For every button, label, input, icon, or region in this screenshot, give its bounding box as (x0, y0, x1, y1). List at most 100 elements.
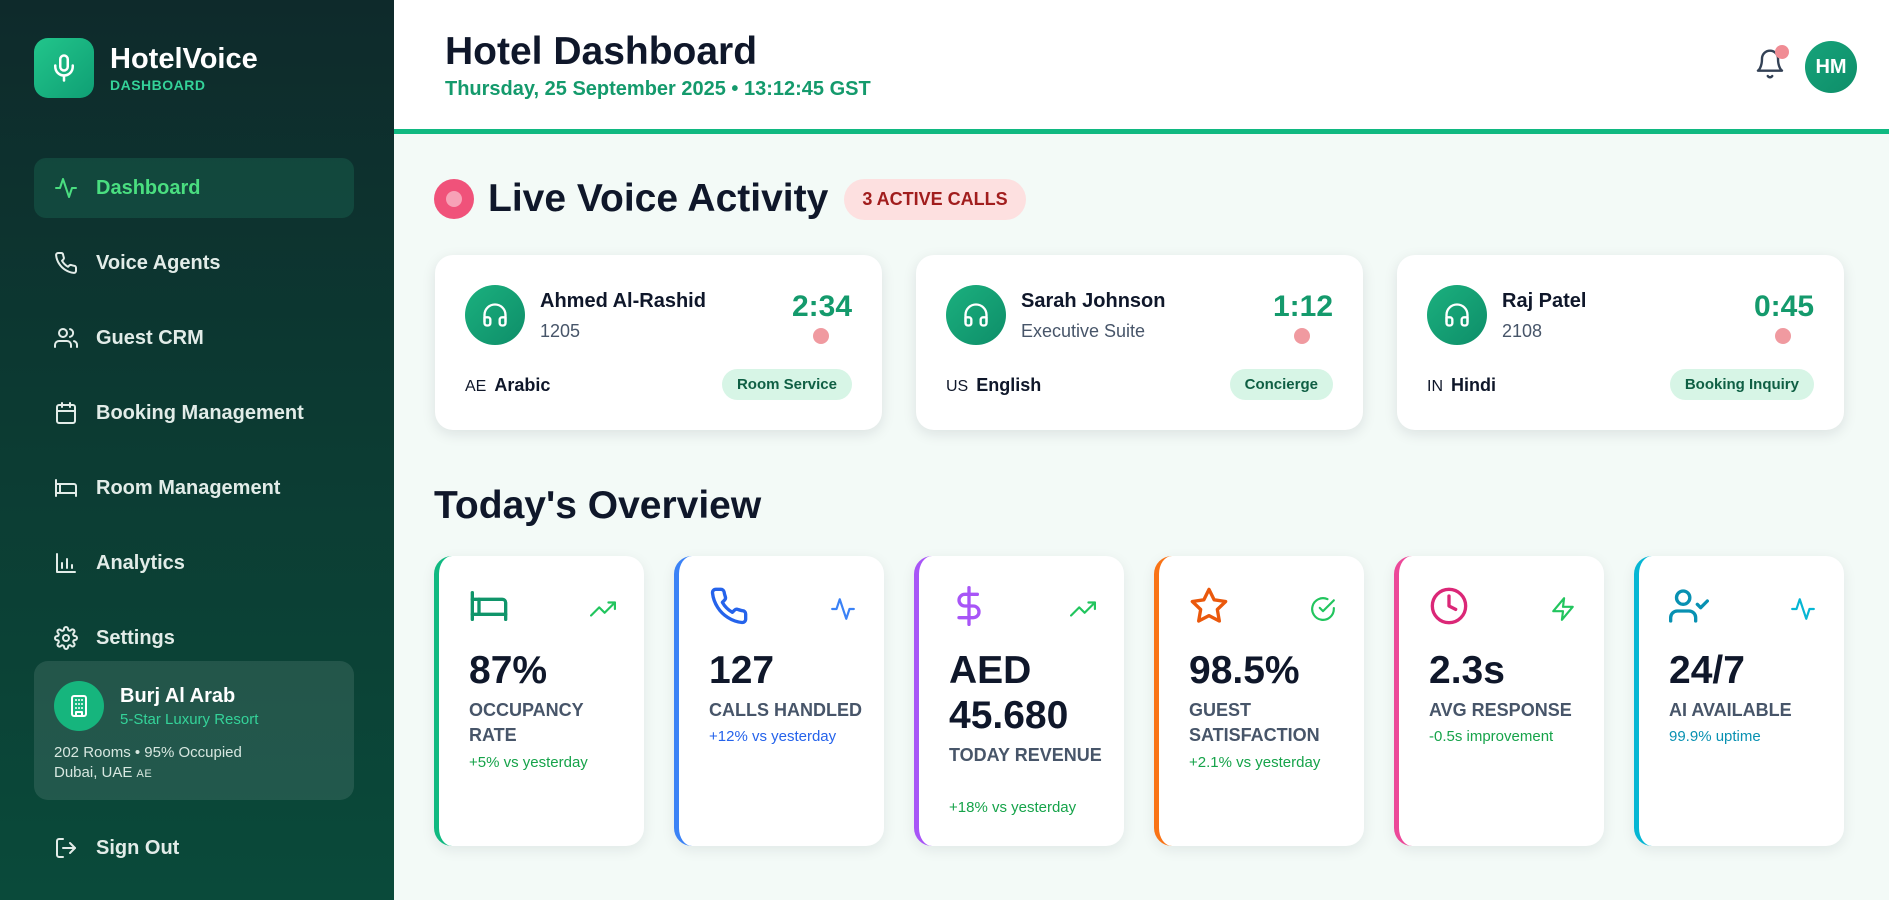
stat-value: 2.3s (1429, 649, 1505, 692)
live-indicator (434, 179, 474, 219)
headphones-icon (1427, 285, 1487, 345)
trending-up-icon (590, 601, 616, 617)
call-language: US English (946, 375, 1041, 396)
hotel-class: 5-Star Luxury Resort (120, 710, 259, 728)
live-activity-header: Live Voice Activity 3 ACTIVE CALLS (434, 177, 1026, 221)
caller-room: 1205 (540, 321, 581, 341)
caller-name: Ahmed Al-Rashid (540, 290, 706, 312)
sidebar-item-dashboard[interactable]: Dashboard (34, 158, 354, 218)
stat-value: 98.5% (1189, 649, 1300, 692)
sidebar-item-voice-agents[interactable]: Voice Agents (34, 233, 354, 293)
language-label: English (976, 375, 1042, 395)
stat-label: TODAY REVENUE (949, 745, 1102, 765)
hotel-location: Dubai, UAE (54, 764, 133, 781)
stat-change: +18% vs yesterday (949, 799, 1077, 816)
stat-value: 24/7 (1669, 649, 1745, 692)
app-subtitle: DASHBOARD (110, 77, 206, 93)
bed-icon (470, 591, 508, 621)
call-category-tag: Room Service (721, 369, 852, 400)
phone-icon (55, 251, 78, 274)
dollar-icon (957, 586, 981, 626)
users-icon (54, 328, 78, 348)
activity-icon (55, 178, 77, 198)
headphones-icon (465, 285, 525, 345)
app-name: HotelVoice (110, 43, 258, 75)
phone-icon (710, 587, 748, 625)
stat-label: CALLS HANDLED (709, 700, 862, 720)
zap-icon (1552, 597, 1574, 621)
sidebar-item-booking-management[interactable]: Booking Management (34, 383, 354, 443)
stat-card-response[interactable]: 2.3s AVG RESPONSE -0.5s improvement (1394, 556, 1604, 846)
bed-icon (55, 479, 77, 497)
call-card[interactable]: Sarah Johnson Executive Suite 1:12 US En… (916, 255, 1363, 430)
caller-room: 2108 (1502, 321, 1543, 341)
recording-dot (1775, 328, 1791, 344)
sign-out-button[interactable]: Sign Out (54, 836, 179, 860)
call-card[interactable]: Raj Patel 2108 0:45 IN Hindi Booking Inq… (1397, 255, 1844, 430)
check-circle-icon (1311, 597, 1335, 621)
stat-label: OCCUPANCY RATE (469, 700, 584, 745)
activity-icon (1791, 598, 1815, 620)
language-label: Arabic (494, 375, 551, 395)
sidebar-item-analytics[interactable]: Analytics (34, 533, 354, 593)
sidebar-item-label: Room Management (96, 476, 281, 499)
stat-card-calls[interactable]: 127 CALLS HANDLED +12% vs yesterday (674, 556, 884, 846)
stat-value: AED 45.680 (949, 649, 1069, 737)
stat-card-satisfaction[interactable]: 98.5% GUEST SATISFACTION +2.1% vs yester… (1154, 556, 1364, 846)
call-category-tag: Booking Inquiry (1669, 369, 1814, 400)
sidebar-item-label: Guest CRM (96, 326, 204, 349)
sidebar-nav: Dashboard Voice Agents Guest CRM Booking… (34, 158, 354, 683)
sidebar-item-guest-crm[interactable]: Guest CRM (34, 308, 354, 368)
recording-dot (813, 328, 829, 344)
sidebar-item-label: Voice Agents (96, 251, 221, 274)
stat-change: +5% vs yesterday (469, 754, 588, 771)
sidebar-item-label: Settings (96, 626, 175, 649)
call-category-tag: Concierge (1229, 369, 1333, 400)
section-title: Today's Overview (434, 484, 762, 527)
log-out-icon (56, 838, 76, 858)
recording-dot (1294, 328, 1310, 344)
call-card[interactable]: Ahmed Al-Rashid 1205 2:34 AE Arabic Room… (435, 255, 882, 430)
call-duration: 2:34 (791, 290, 852, 323)
stat-change: +2.1% vs yesterday (1189, 754, 1321, 771)
stat-value: 87% (469, 649, 548, 692)
bar-chart-icon (56, 553, 76, 573)
language-label: Hindi (1451, 375, 1496, 395)
call-language: AE Arabic (465, 375, 550, 396)
bell-icon[interactable] (1754, 48, 1786, 80)
page-header: Hotel Dashboard Thursday, 25 September 2… (394, 0, 1889, 134)
country-code: US (946, 378, 969, 395)
avatar[interactable]: HM (1805, 41, 1857, 93)
user-check-icon (1669, 589, 1709, 623)
section-title: Live Voice Activity (488, 177, 829, 220)
country-code: AE (136, 768, 153, 780)
gear-icon (54, 626, 78, 650)
country-code: IN (1427, 378, 1443, 395)
active-calls-badge: 3 ACTIVE CALLS (844, 178, 1026, 220)
stat-label: GUEST SATISFACTION (1189, 700, 1320, 745)
hotel-occupancy: 202 Rooms • 95% Occupied (54, 744, 242, 761)
stat-card-occupancy[interactable]: 87% OCCUPANCY RATE +5% vs yesterday (434, 556, 644, 846)
call-duration: 0:45 (1753, 290, 1814, 323)
stat-change: -0.5s improvement (1429, 728, 1554, 745)
call-duration: 1:12 (1272, 290, 1333, 323)
caller-name: Raj Patel (1502, 290, 1587, 312)
stat-card-revenue[interactable]: AED 45.680 TODAY REVENUE +18% vs yesterd… (914, 556, 1124, 846)
country-code: AE (465, 378, 487, 395)
sidebar-item-label: Dashboard (96, 176, 201, 199)
stat-card-ai-availability[interactable]: 24/7 AI AVAILABLE 99.9% uptime (1634, 556, 1844, 846)
sign-out-label: Sign Out (96, 836, 180, 859)
notification-dot (1775, 45, 1789, 59)
clock-icon (1430, 587, 1468, 625)
headphones-icon (946, 285, 1006, 345)
activity-icon (831, 598, 855, 620)
hotel-name: Burj Al Arab (120, 684, 236, 707)
brand[interactable]: HotelVoice DASHBOARD (34, 38, 258, 98)
building-icon (54, 681, 104, 731)
sidebar-item-label: Booking Management (96, 401, 304, 424)
sidebar-item-room-management[interactable]: Room Management (34, 458, 354, 518)
page-datetime: Thursday, 25 September 2025 • 13:12:45 G… (445, 78, 871, 100)
sidebar-item-settings[interactable]: Settings (34, 608, 354, 668)
stat-change: +12% vs yesterday (709, 728, 837, 745)
hotel-info-card: Burj Al Arab 5-Star Luxury Resort 202 Ro… (34, 661, 354, 800)
